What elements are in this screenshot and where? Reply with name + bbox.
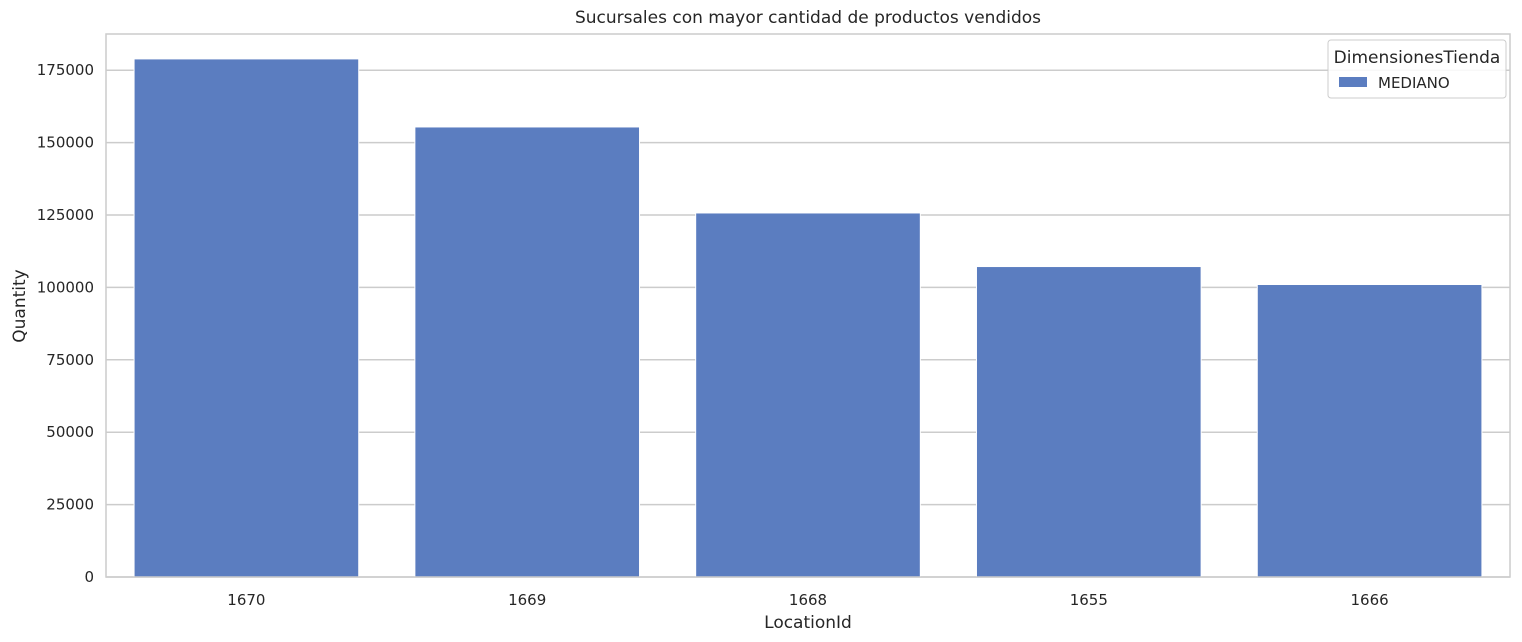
y-tick-label: 100000 [37, 278, 94, 296]
x-tick-label: 1669 [508, 591, 546, 609]
legend: DimensionesTienda MEDIANO [1327, 39, 1507, 99]
bars [133, 58, 1483, 578]
y-tick-labels: 0 25000 50000 75000 100000 125000 150000 175000 [37, 61, 94, 586]
y-tick-label: 75000 [46, 351, 94, 369]
x-tick-label: 1666 [1351, 591, 1389, 609]
y-tick-label: 150000 [37, 134, 94, 152]
chart-title: Sucursales con mayor cantidad de product… [575, 8, 1041, 28]
bar-1655 [975, 266, 1202, 578]
x-axis-label: LocationId [764, 613, 852, 633]
legend-title: DimensionesTienda [1334, 48, 1501, 68]
y-axis-label: Quantity [10, 269, 30, 342]
bar-1666 [1256, 284, 1483, 578]
bar-1669 [414, 126, 641, 578]
legend-label-mediano: MEDIANO [1378, 74, 1450, 92]
y-tick-label: 175000 [37, 61, 94, 79]
legend-swatch-mediano [1339, 77, 1367, 87]
legend-box [1327, 39, 1507, 99]
y-tick-label: 0 [84, 568, 94, 586]
x-tick-label: 1670 [227, 591, 265, 609]
x-tick-labels: 1670 1669 1668 1655 1666 [227, 591, 1388, 609]
y-tick-label: 50000 [46, 423, 94, 441]
plot-area-frame [105, 33, 1511, 578]
x-tick-label: 1668 [789, 591, 827, 609]
y-tick-label: 125000 [37, 206, 94, 224]
bar-1668 [695, 212, 921, 578]
x-tick-label: 1655 [1070, 591, 1108, 609]
y-tick-label: 25000 [46, 496, 94, 514]
bar-1670 [133, 58, 360, 578]
